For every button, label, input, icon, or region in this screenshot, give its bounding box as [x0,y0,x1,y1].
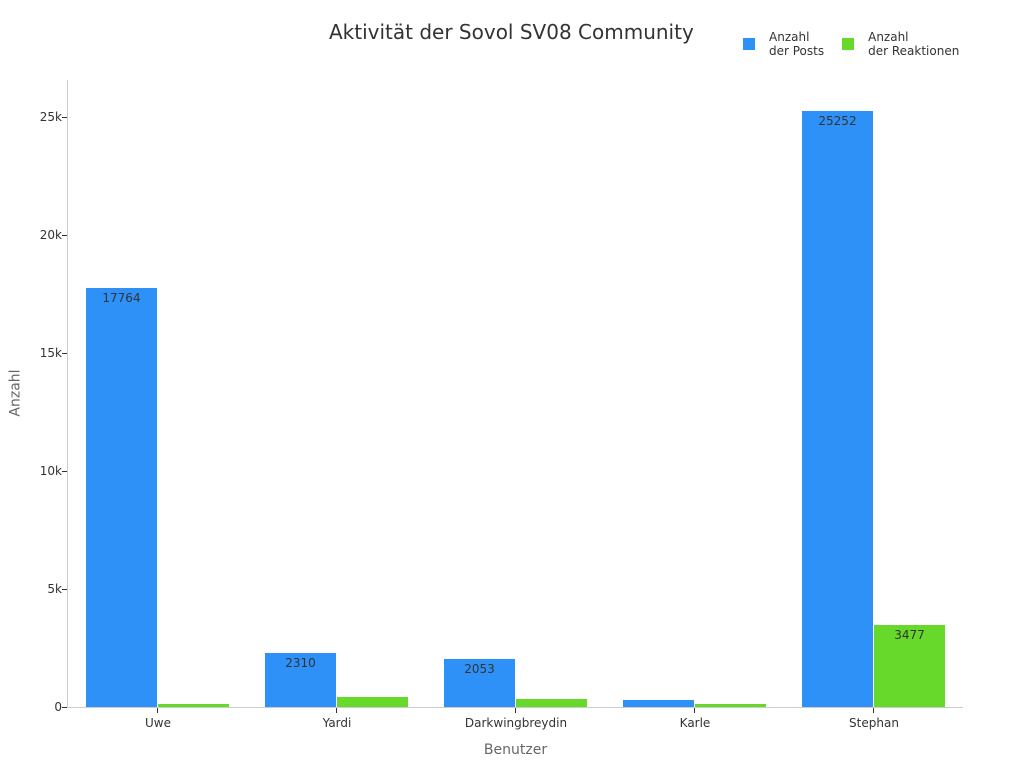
bar-posts-karle[interactable] [623,700,694,707]
y-axis [67,80,68,708]
y-tick-label: 0 [54,700,62,714]
bar-posts-darkwingbreydin[interactable]: 2053 [444,659,515,707]
x-tick-mark [336,708,337,713]
y-tick-mark [62,117,67,118]
y-tick-label: 5k [47,582,62,596]
x-tick-label: Stephan [849,716,899,730]
legend-item-posts[interactable]: Anzahl der Posts [743,30,824,58]
x-tick-mark [873,708,874,713]
bar-reactions-darkwingbreydin[interactable] [516,699,587,707]
bar-reactions-stephan[interactable]: 3477 [874,625,945,707]
legend-swatch-posts [743,38,755,50]
x-axis-label: Benutzer [483,742,548,758]
x-tick-label: Karle [679,716,711,730]
y-tick-mark [62,353,67,354]
y-tick-label: 20k [39,228,62,242]
x-axis [67,707,963,708]
y-tick-label: 10k [39,464,62,478]
y-tick-label: 25k [39,110,62,124]
y-tick-mark [62,235,67,236]
x-tick-label: Yardi [322,716,352,730]
y-tick-mark [62,471,67,472]
bar-posts-yardi[interactable]: 2310 [265,653,336,707]
y-tick-label: 15k [39,346,62,360]
bar-reactions-yardi[interactable] [337,697,408,707]
x-tick-mark [157,708,158,713]
x-tick-mark [694,708,695,713]
bar-reactions-uwe[interactable] [158,704,229,707]
legend: Anzahl der Posts Anzahl der Reaktionen [743,30,959,58]
legend-swatch-reactions [842,38,855,50]
bar-reactions-karle[interactable] [695,704,766,707]
x-tick-mark [515,708,516,713]
legend-item-reactions[interactable]: Anzahl der Reaktionen [842,30,959,58]
x-tick-label: Uwe [145,716,171,730]
bar-posts-uwe[interactable]: 17764 [86,288,157,707]
x-tick-label: Darkwingbreydin [464,716,568,730]
y-axis-label: Anzahl [7,369,24,417]
bar-posts-stephan[interactable]: 25252 [802,111,873,707]
y-tick-mark [62,589,67,590]
y-tick-mark [62,707,67,708]
